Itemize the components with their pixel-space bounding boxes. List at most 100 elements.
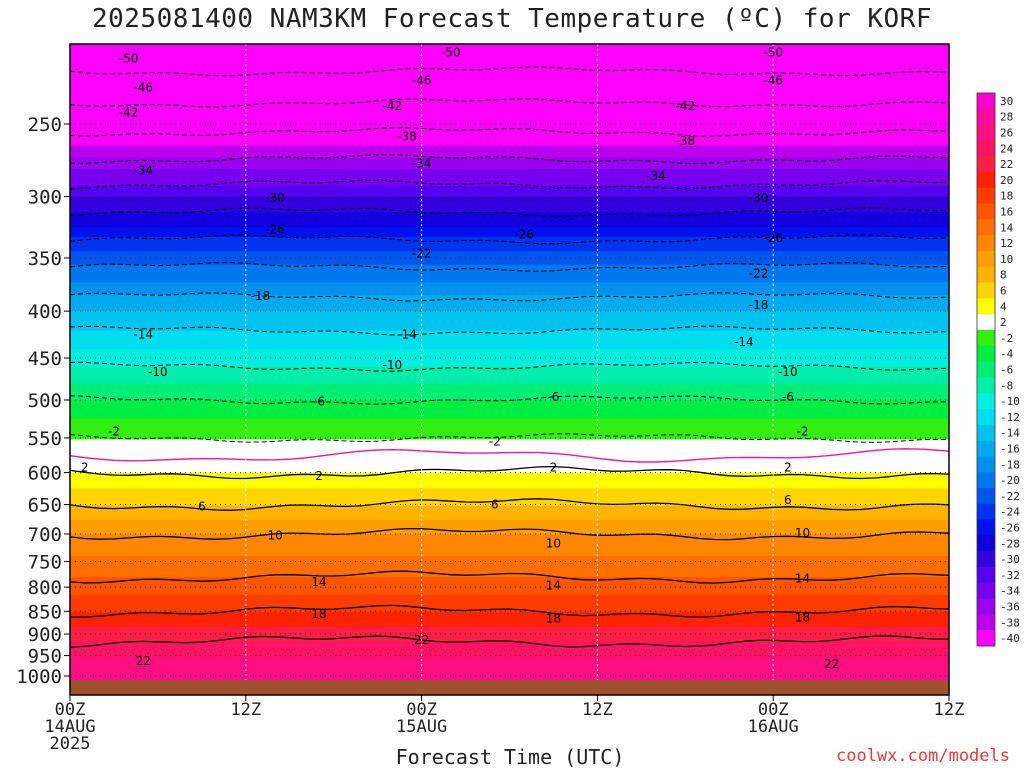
colorbar-swatch	[977, 567, 995, 584]
temperature-band	[70, 512, 949, 516]
temperature-band	[70, 634, 949, 637]
contour-line	[70, 98, 949, 108]
temperature-band	[70, 58, 949, 67]
colorbar-swatch	[977, 361, 995, 378]
temperature-band	[70, 396, 949, 401]
contour-label: 14	[311, 575, 326, 589]
temperature-band	[70, 273, 949, 279]
temperature-band	[70, 671, 949, 674]
temperature-band	[70, 307, 949, 312]
temperature-band	[70, 139, 949, 147]
contour-label: 2	[784, 460, 792, 474]
temperature-band	[70, 619, 949, 623]
contour-line	[70, 127, 949, 137]
colorbar-label: 18	[1000, 190, 1013, 203]
contour-label: -22	[412, 246, 432, 260]
contour-label: -46	[763, 73, 783, 87]
y-tick-label: 250	[28, 114, 62, 136]
temperature-band	[70, 602, 949, 606]
contour-label: -2	[489, 435, 501, 449]
temperature-band	[70, 322, 949, 328]
contour-line	[70, 207, 949, 217]
contour-label: 6	[491, 497, 499, 511]
temperature-band	[70, 628, 949, 632]
temperature-band	[70, 436, 949, 440]
colorbar-swatch	[977, 519, 995, 536]
temperature-band	[70, 598, 949, 602]
temperature-band	[70, 217, 949, 223]
contour-label: 10	[546, 537, 561, 551]
credit-link[interactable]: coolwx.com/models	[836, 746, 1010, 766]
colorbar-swatch	[977, 282, 995, 299]
temperature-band	[70, 461, 949, 466]
temperature-band	[70, 674, 949, 677]
colorbar-label: 30	[1000, 95, 1013, 108]
colorbar-label: 4	[1000, 300, 1007, 313]
temperature-band	[70, 246, 949, 252]
contour-label: -26	[514, 228, 534, 242]
temperature-band	[70, 356, 949, 361]
temperature-band	[70, 659, 949, 663]
contour-label: 18	[795, 610, 810, 624]
temperature-band	[70, 579, 949, 582]
x-tick-label: 00Z	[406, 700, 437, 720]
temperature-band	[70, 625, 949, 628]
temperature-band	[70, 642, 949, 646]
temperature-band	[70, 596, 949, 600]
colorbar-label: -30	[1000, 553, 1020, 566]
contour-line	[70, 527, 949, 541]
y-tick-label: 700	[28, 524, 62, 546]
temperature-band	[70, 503, 949, 507]
y-tick-label: 600	[28, 463, 62, 485]
temperature-band	[70, 241, 949, 248]
temperature-band	[70, 232, 949, 238]
contour-label: 18	[311, 607, 326, 621]
contour-label: -18	[251, 289, 271, 303]
temperature-band	[70, 658, 949, 661]
contour-line	[70, 325, 949, 336]
contour-labels: -50 -50 -50 -46 -46 -46 -42 -42 -42 -38 -38 -34 -34 -…	[81, 46, 840, 671]
contour-line	[70, 570, 949, 584]
temperature-band	[70, 222, 949, 228]
temperature-band	[70, 44, 949, 52]
temperature-band	[70, 400, 949, 404]
temperature-band	[70, 663, 949, 666]
temperature-band	[70, 409, 949, 414]
temperature-band	[70, 646, 949, 649]
temperature-band	[70, 338, 949, 343]
temperature-band	[70, 475, 949, 479]
temperature-band	[70, 490, 949, 494]
temperature-band	[70, 290, 949, 296]
temperature-band	[70, 469, 949, 474]
temperature-band	[70, 352, 949, 357]
colorbar-label: -6	[1000, 364, 1013, 377]
temperature-band	[70, 412, 949, 417]
temperature-band	[70, 632, 949, 635]
colorbar-swatch	[977, 488, 995, 505]
temperature-band	[70, 464, 949, 468]
y-tick-label: 800	[28, 577, 62, 599]
temperature-band	[70, 191, 949, 198]
temperature-band	[70, 612, 949, 615]
x-tick-label: 12Z	[934, 700, 965, 720]
colorbar-swatch	[977, 330, 995, 347]
temperature-band	[70, 595, 949, 598]
contour-label: -10	[778, 365, 798, 379]
colorbar-label: -12	[1000, 411, 1020, 424]
contour-label: 14	[546, 579, 561, 593]
colorbar-label: -22	[1000, 490, 1020, 503]
temperature-band	[70, 517, 949, 521]
contour-label: 2	[550, 460, 558, 474]
colorbar-swatch	[977, 424, 995, 441]
colorbar-label: -10	[1000, 395, 1020, 408]
contour-label: 2	[315, 469, 323, 483]
temperature-band	[70, 542, 949, 546]
colorbar-swatch	[977, 203, 995, 220]
temperature-band	[70, 639, 949, 642]
temperature-band	[70, 529, 949, 533]
colorbar-label: -14	[1000, 427, 1020, 440]
temperature-band	[70, 641, 949, 644]
temperature-band	[70, 617, 949, 621]
y-tick-label: 550	[28, 428, 62, 450]
temperature-band	[70, 654, 949, 658]
